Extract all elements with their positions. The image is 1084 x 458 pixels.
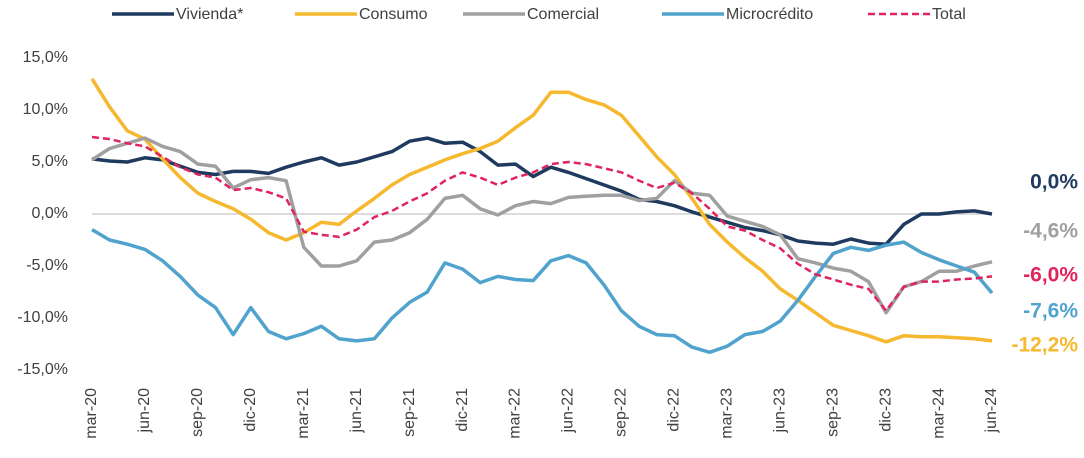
end-label: 0,0% [1030, 171, 1078, 194]
x-tick-label: mar-24 [930, 388, 947, 439]
x-tick-label: mar-23 [719, 388, 736, 439]
x-tick-label: mar-21 [295, 388, 312, 439]
end-label: -7,6% [1023, 300, 1078, 323]
y-tick-label: -5,0% [26, 257, 68, 274]
series-line [91, 228, 994, 355]
x-tick-label: sep-21 [401, 388, 418, 437]
legend-label: Total [932, 6, 966, 23]
end-label: -12,2% [1011, 334, 1078, 357]
x-tick-label: mar-20 [83, 388, 100, 439]
x-tick-label: jun-24 [983, 388, 1000, 434]
legend-item: Microcrédito [662, 6, 813, 23]
legend-label: Vivienda* [176, 6, 243, 23]
y-tick-label: 10,0% [23, 101, 68, 118]
series-line [91, 136, 993, 246]
x-tick-label: dic-20 [242, 388, 259, 432]
x-tick-label: dic-23 [877, 388, 894, 432]
y-tick-label: 5,0% [32, 153, 68, 170]
legend-label: Microcrédito [726, 6, 813, 23]
legend-label: Comercial [527, 6, 599, 23]
legend-item: Comercial [463, 6, 599, 23]
x-tick-label: jun-20 [136, 388, 153, 434]
end-label: -6,0% [1023, 264, 1078, 287]
x-tick-label: dic-22 [666, 388, 683, 432]
legend-item: Vivienda* [112, 6, 243, 23]
series-line [90, 77, 993, 344]
x-tick-label: sep-23 [824, 388, 841, 437]
y-tick-label: 0,0% [32, 205, 68, 222]
series-line [91, 135, 993, 312]
legend-item: Total [868, 6, 966, 23]
x-tick-label: dic-21 [454, 388, 471, 432]
x-tick-label: sep-22 [613, 388, 630, 437]
y-tick-label: -15,0% [17, 361, 68, 378]
legend-item: Consumo [295, 6, 428, 23]
series-line [91, 136, 993, 315]
x-tick-label: jun-22 [560, 388, 577, 434]
y-tick-label: -10,0% [17, 309, 68, 326]
x-tick-label: mar-22 [507, 388, 524, 439]
legend-label: Consumo [359, 6, 428, 23]
x-tick-label: sep-20 [189, 388, 206, 437]
y-tick-label: 15,0% [23, 49, 68, 66]
end-label: -4,6% [1023, 220, 1078, 243]
x-tick-label: jun-23 [771, 388, 788, 434]
x-tick-label: jun-21 [348, 388, 365, 434]
